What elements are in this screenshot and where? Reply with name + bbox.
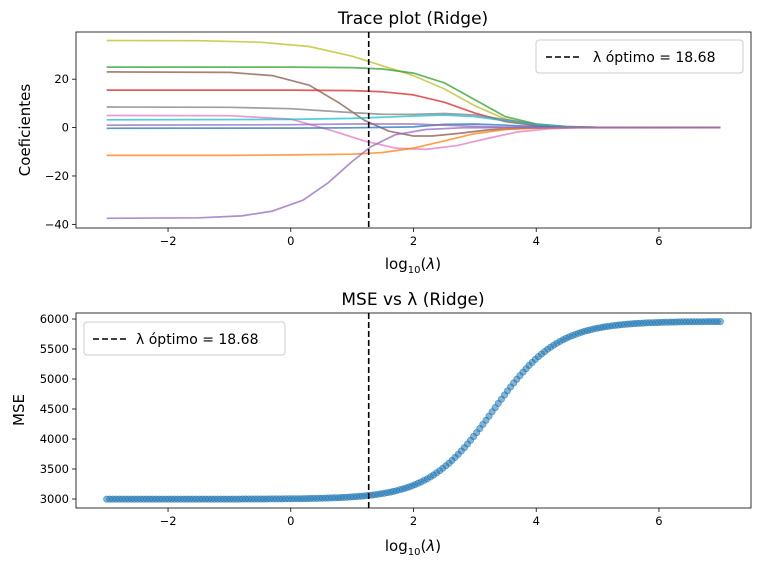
coefficient-trace-line — [106, 89, 721, 129]
trace-plot-ylabel-text: Coeficientes — [16, 84, 34, 177]
trace-plot-ytick-label: 0 — [62, 121, 69, 135]
mse-point — [716, 318, 724, 326]
mse-ytick-label: 3500 — [40, 462, 69, 476]
mse-ytick-label: 5000 — [40, 372, 69, 386]
mse-legend-box — [83, 321, 286, 356]
trace-plot-legend-label: λ óptimo = 18.68 — [593, 50, 715, 66]
trace-plot-title: Trace plot (Ridge) — [337, 9, 488, 29]
trace-plot-xtick-label: 4 — [533, 234, 540, 248]
mse-chart-title: MSE vs λ (Ridge) — [341, 290, 484, 310]
trace-plot-ytick-label: −40 — [45, 217, 69, 231]
coefficient-trace-line — [106, 126, 721, 220]
mse-legend-label: λ óptimo = 18.68 — [136, 332, 258, 348]
trace-plot-frame — [75, 31, 752, 229]
mse-ytick-label: 6000 — [40, 312, 69, 326]
trace-plot-xtick-label: 0 — [287, 234, 294, 248]
mse-ytick-label: 5500 — [40, 342, 69, 356]
mse-plot-area: −2 0 2 4 6 3000 3500 4000 4500 5000 5500 6000 — [40, 312, 752, 528]
trace-plot-legend: λ óptimo = 18.68 — [535, 39, 744, 74]
trace-plot-xtick-label: 2 — [410, 234, 417, 248]
mse-ytick-label: 3000 — [40, 492, 69, 506]
trace-plot-ytick-label: −20 — [45, 169, 69, 183]
mse-xtick-label: 0 — [287, 514, 294, 528]
trace-plot-legend-box — [535, 39, 744, 74]
trace-plot-ylabel: Coeficientes — [16, 84, 34, 177]
mse-legend: λ óptimo = 18.68 — [83, 321, 286, 356]
mse-chart: MSE vs λ (Ridge) −2 0 2 4 6 3000 3500 4000 4500 5… — [10, 290, 752, 558]
mse-ytick-label: 4500 — [40, 402, 69, 416]
mse-ylabel: MSE — [10, 394, 28, 426]
mse-xtick-label: 2 — [410, 514, 417, 528]
mse-ytick-label: 4000 — [40, 432, 69, 446]
trace-plot-xtick-label: −2 — [160, 234, 177, 248]
mse-frame — [75, 312, 752, 509]
mse-xlabel: log10(λ) — [385, 537, 441, 558]
mse-xtick-label: 6 — [655, 514, 662, 528]
mse-xtick-label: 4 — [533, 514, 540, 528]
trace-plot-xlabel: log10(λ) — [385, 255, 441, 276]
trace-plot-xtick-label: 6 — [655, 234, 662, 248]
trace-plot-ytick-label: 20 — [54, 72, 69, 86]
mse-xtick-label: −2 — [160, 514, 177, 528]
mse-ylabel-text: MSE — [10, 394, 28, 426]
